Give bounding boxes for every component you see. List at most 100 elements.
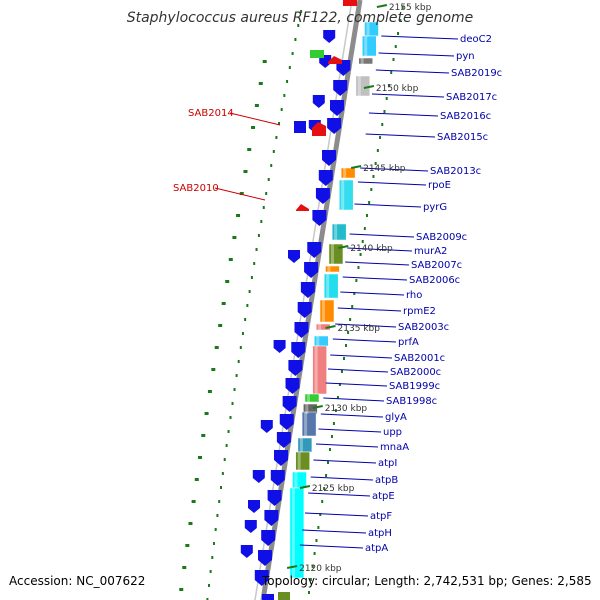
gene-block	[325, 265, 340, 273]
outer-dot	[317, 526, 320, 529]
gene-block-highlight	[360, 58, 364, 64]
gene-block	[295, 451, 310, 471]
gene-block-highlight	[366, 22, 370, 36]
gene-block-highlight	[305, 404, 309, 414]
left-dash	[179, 588, 184, 591]
gene-block	[304, 393, 320, 403]
gene-label-SAB2007c: SAB2007c	[411, 260, 462, 271]
gene-leader-line	[340, 291, 405, 296]
outer-dot	[374, 162, 377, 165]
left-dot	[239, 346, 242, 349]
kbp-tick	[299, 485, 311, 489]
cds-arrow	[333, 80, 348, 96]
gene-label-SAB2013c: SAB2013c	[430, 166, 481, 177]
left-dot	[241, 332, 244, 335]
outer-dot	[394, 45, 397, 48]
left-dash	[201, 434, 206, 437]
gene-leader-line	[302, 529, 367, 534]
gene-leader-line	[304, 512, 369, 517]
left-dot	[225, 444, 228, 447]
outer-dot	[370, 188, 373, 191]
cds-arrow	[274, 450, 288, 466]
cds-arrow	[300, 282, 315, 298]
cds-arrow	[319, 55, 332, 68]
cds-arrow	[304, 262, 319, 278]
gene-label-SAB2006c: SAB2006c	[409, 275, 460, 286]
gene-block-highlight	[294, 472, 298, 488]
gene-block	[340, 167, 356, 179]
gene-leader-line	[330, 354, 393, 359]
left-dot	[267, 178, 270, 181]
left-dot	[275, 136, 278, 139]
gene-label-deoC2: deoC2	[460, 34, 492, 45]
left-dot	[218, 500, 221, 503]
outer-dot	[342, 357, 345, 360]
outer-dot	[390, 71, 393, 74]
left-dot	[244, 318, 247, 321]
gene-leader-line	[381, 35, 459, 40]
outer-dot	[399, 19, 402, 22]
outer-dot	[401, 6, 404, 9]
outer-dot	[313, 552, 316, 555]
left-dash	[207, 390, 212, 393]
gene-label-atpF: atpF	[370, 511, 392, 522]
outer-dot	[327, 461, 330, 464]
left-dash	[251, 126, 256, 129]
left-dash	[247, 148, 252, 151]
left-dot	[246, 304, 249, 307]
gene-block-highlight	[316, 336, 320, 346]
cds-arrow	[273, 340, 286, 353]
left-dash	[254, 104, 259, 107]
outer-dot	[340, 370, 343, 373]
gene-block-highlight	[343, 168, 347, 178]
outer-dot	[357, 266, 360, 269]
left-dot	[257, 234, 260, 237]
kbp-tick-label: 2155 kbp	[389, 3, 432, 13]
bottom-cds	[262, 594, 274, 600]
gene-block-highlight	[357, 76, 361, 96]
gene-label-SAB1999c: SAB1999c	[389, 381, 440, 392]
cds-arrow	[260, 420, 273, 433]
left-dot	[300, 10, 303, 13]
cds-arrow	[252, 470, 265, 483]
left-dash	[218, 324, 223, 327]
gene-label-atpH: atpH	[368, 528, 392, 539]
gene-label-SAB2016c: SAB2016c	[440, 111, 491, 122]
outer-dot	[397, 32, 400, 35]
gene-leader-line	[318, 428, 382, 433]
outer-dot	[376, 149, 379, 152]
gene-leader-line	[365, 133, 436, 138]
gene-block	[319, 299, 335, 323]
left-dash	[258, 82, 263, 85]
outer-dot	[325, 474, 328, 477]
outer-dot	[319, 513, 322, 516]
left-dot	[227, 430, 230, 433]
outer-dot	[372, 175, 375, 178]
outer-dot	[349, 318, 352, 321]
kbp-tick	[376, 4, 388, 8]
outer-dot	[323, 487, 326, 490]
gene-leader-line	[310, 476, 374, 481]
cds-arrow	[240, 545, 253, 558]
left-dash	[228, 258, 233, 261]
left-dash	[182, 566, 187, 569]
left-dot	[288, 66, 291, 69]
left-dot	[262, 206, 265, 209]
reverse-cds	[328, 56, 342, 64]
left-leader-line	[229, 112, 281, 126]
cds-arrow	[279, 414, 294, 430]
cds-arrow	[248, 500, 260, 513]
outer-dot	[383, 110, 386, 113]
left-dot	[216, 514, 219, 517]
cds-arrow	[294, 322, 309, 338]
cds-arrow	[258, 550, 272, 566]
cds-arrow	[285, 378, 300, 394]
left-dot	[270, 164, 273, 167]
gene-block	[312, 345, 327, 395]
left-dot	[212, 542, 215, 545]
left-dot	[231, 402, 234, 405]
left-dash	[239, 192, 244, 195]
kbp-tick-label: 2150 kbp	[376, 84, 419, 94]
gene-leader-line	[357, 181, 427, 186]
